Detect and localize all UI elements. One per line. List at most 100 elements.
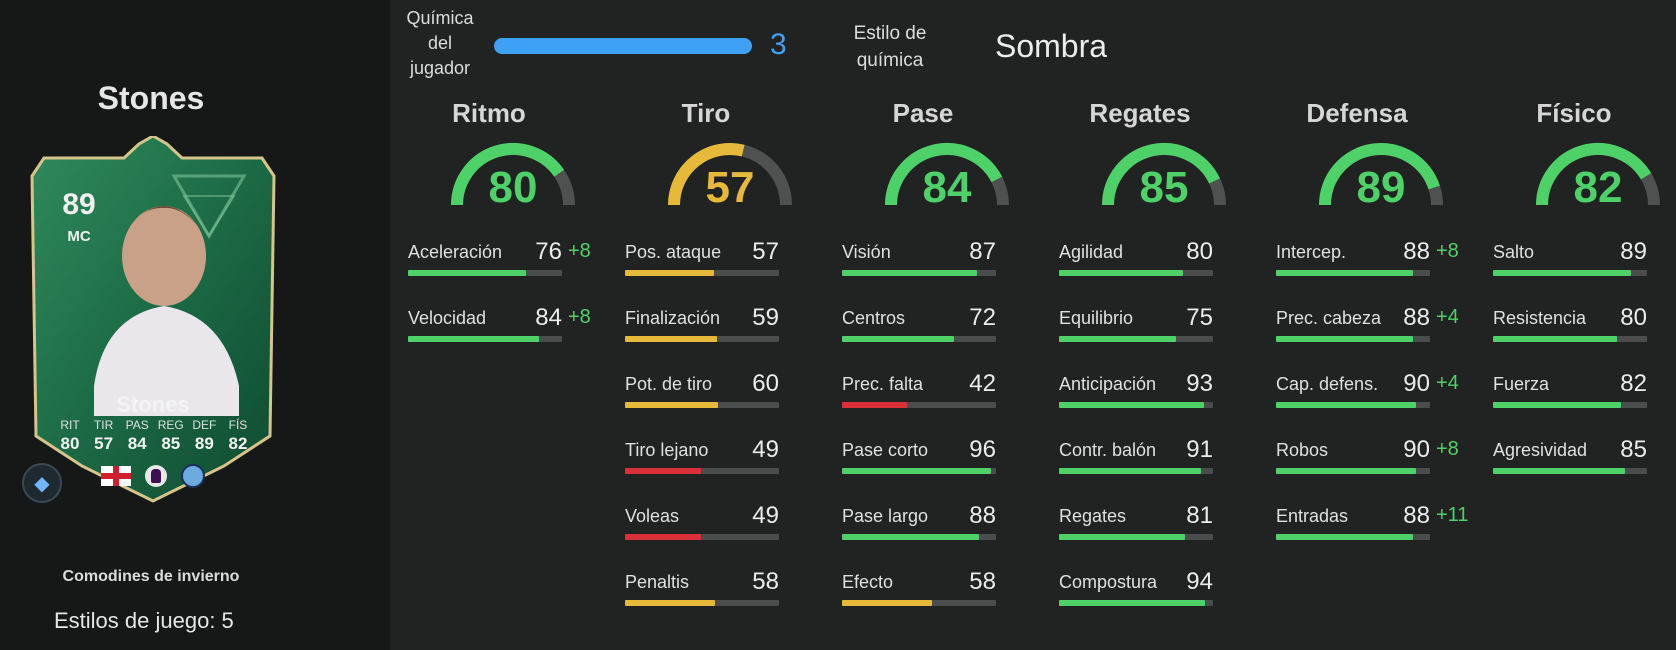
card-rating: 89 — [62, 188, 96, 221]
stat-value: 88 — [1403, 238, 1430, 265]
card-stat: REG 85 — [155, 418, 187, 454]
stat-name: Pos. ataque — [625, 242, 722, 262]
stat-row: Visión 87 — [842, 238, 1060, 282]
category-value: 89 — [1356, 163, 1406, 212]
stat-row: Pot. de tiro 60 — [625, 370, 843, 414]
stat-bar — [1059, 270, 1213, 276]
stat-bar — [1059, 336, 1213, 342]
stat-row: Voleas 49 — [625, 502, 843, 546]
stat-value: 49 — [752, 502, 779, 529]
stat-name: Intercep. — [1276, 242, 1347, 262]
stat-bar — [625, 468, 779, 474]
stat-value: 59 — [752, 304, 779, 331]
stat-bar-fill — [1493, 468, 1626, 474]
category-gauge: 89 — [1316, 141, 1446, 212]
gauge-arc — [885, 143, 1009, 206]
stat-bar-fill — [842, 600, 933, 606]
stat-bar-fill — [1059, 402, 1204, 408]
chem-style-label-line: Estilo de — [853, 23, 927, 44]
stat-name: Pase corto — [842, 440, 929, 460]
category-0: Ritmo 80 Aceleración 76 +8 Velocidad 84 +8 — [408, 98, 626, 618]
stat-row: Tiro lejano 49 — [625, 436, 843, 480]
category-3: Regates 85 Agilidad 80 Equilibrio 75 Anticipac… — [1059, 98, 1277, 618]
stat-row: Regates 81 — [1059, 502, 1277, 546]
stat-name: Contr. balón — [1059, 440, 1157, 460]
stat-row: Prec. falta 42 — [842, 370, 1060, 414]
category-title: Físico — [1536, 98, 1612, 128]
stat-bar-fill — [1276, 534, 1413, 540]
stat-value: 58 — [752, 568, 779, 595]
gauge-arc — [668, 143, 792, 206]
category-value: 80 — [488, 163, 538, 212]
player-name: Stones — [97, 80, 205, 116]
stat-value: 91 — [1186, 436, 1213, 463]
playstyle-plus-icon[interactable]: ◆ — [22, 463, 62, 503]
stat-name: Compostura — [1059, 572, 1158, 592]
stat-value: 94 — [1186, 568, 1213, 595]
chemistry-value: 3 — [770, 28, 787, 61]
stat-bar-fill — [1059, 600, 1206, 606]
stat-bar-fill — [842, 534, 979, 540]
chemistry-label-line: jugador — [409, 58, 471, 78]
card-icons-row — [24, 464, 282, 488]
card-position: MC — [67, 228, 91, 245]
category-gauge: 80 — [448, 141, 578, 212]
stat-value: 85 — [1620, 436, 1647, 463]
card-stat-value: 84 — [127, 434, 147, 453]
player-head — [122, 206, 206, 306]
stat-bar — [1276, 534, 1430, 540]
stat-value: 57 — [752, 238, 779, 265]
card-stat: FÍS 82 — [222, 418, 254, 454]
category-title: Ritmo — [452, 98, 526, 128]
stat-value: 96 — [969, 436, 996, 463]
stat-name: Regates — [1059, 506, 1127, 526]
category-gauge: 85 — [1099, 141, 1229, 212]
stat-bar — [1276, 270, 1430, 276]
stat-value: 76 — [535, 238, 562, 265]
stat-bar — [842, 600, 996, 606]
stat-bar-fill — [842, 336, 954, 342]
stat-name: Centros — [842, 308, 906, 328]
stat-name: Agilidad — [1059, 242, 1124, 262]
stat-row: Pase largo 88 — [842, 502, 1060, 546]
stat-bar-fill — [625, 270, 714, 276]
chem-style-label: Estilo de química — [830, 20, 950, 74]
stat-bar — [1276, 336, 1430, 342]
stat-bonus: +8 — [568, 306, 591, 328]
stat-bar — [625, 402, 779, 408]
gauge-arc — [1102, 143, 1226, 206]
card-stat: PAS 84 — [121, 418, 153, 454]
stat-bar-fill — [625, 468, 702, 474]
stat-value: 93 — [1186, 370, 1213, 397]
stat-bar-fill — [1276, 402, 1416, 408]
stat-name: Fuerza — [1493, 374, 1550, 394]
card-stat-label: RIT — [60, 418, 80, 432]
category-gauge: 57 — [665, 141, 795, 212]
category-value: 57 — [705, 163, 755, 212]
chem-style-value[interactable]: Sombra — [995, 28, 1108, 64]
stat-bar-fill — [1493, 270, 1632, 276]
card-stat-value: 80 — [60, 434, 80, 453]
stat-row: Intercep. 88 +8 — [1276, 238, 1494, 282]
card-stat-label: FÍS — [228, 418, 248, 432]
player-card: 89 MC Stones RIT 80 TIR 57 PAS 84 REG 85 DEF… — [24, 136, 282, 506]
gauge-fill — [885, 143, 1003, 206]
card-stat-label: DEF — [192, 418, 217, 432]
category-title: Defensa — [1306, 98, 1408, 128]
stat-name: Prec. cabeza — [1276, 308, 1382, 328]
playstyles-count[interactable]: Estilos de juego: 5 — [54, 608, 234, 633]
stat-bar — [625, 336, 779, 342]
stat-bar-fill — [1276, 468, 1416, 474]
stat-name: Agresividad — [1493, 440, 1588, 460]
stat-bar-fill — [842, 402, 908, 408]
chemistry-bar — [494, 38, 752, 54]
gauge-arc — [1319, 143, 1443, 206]
stat-row: Entradas 88 +11 — [1276, 502, 1494, 546]
stat-value: 82 — [1620, 370, 1647, 397]
stat-bar-fill — [1059, 534, 1185, 540]
gauge-arc — [1536, 143, 1660, 206]
stat-bar — [1276, 468, 1430, 474]
category-value: 82 — [1573, 163, 1623, 212]
stat-name: Resistencia — [1493, 308, 1587, 328]
player-panel: Stones 89 MC Stones RIT 80 TIR 57 PAS 84 — [0, 0, 390, 650]
